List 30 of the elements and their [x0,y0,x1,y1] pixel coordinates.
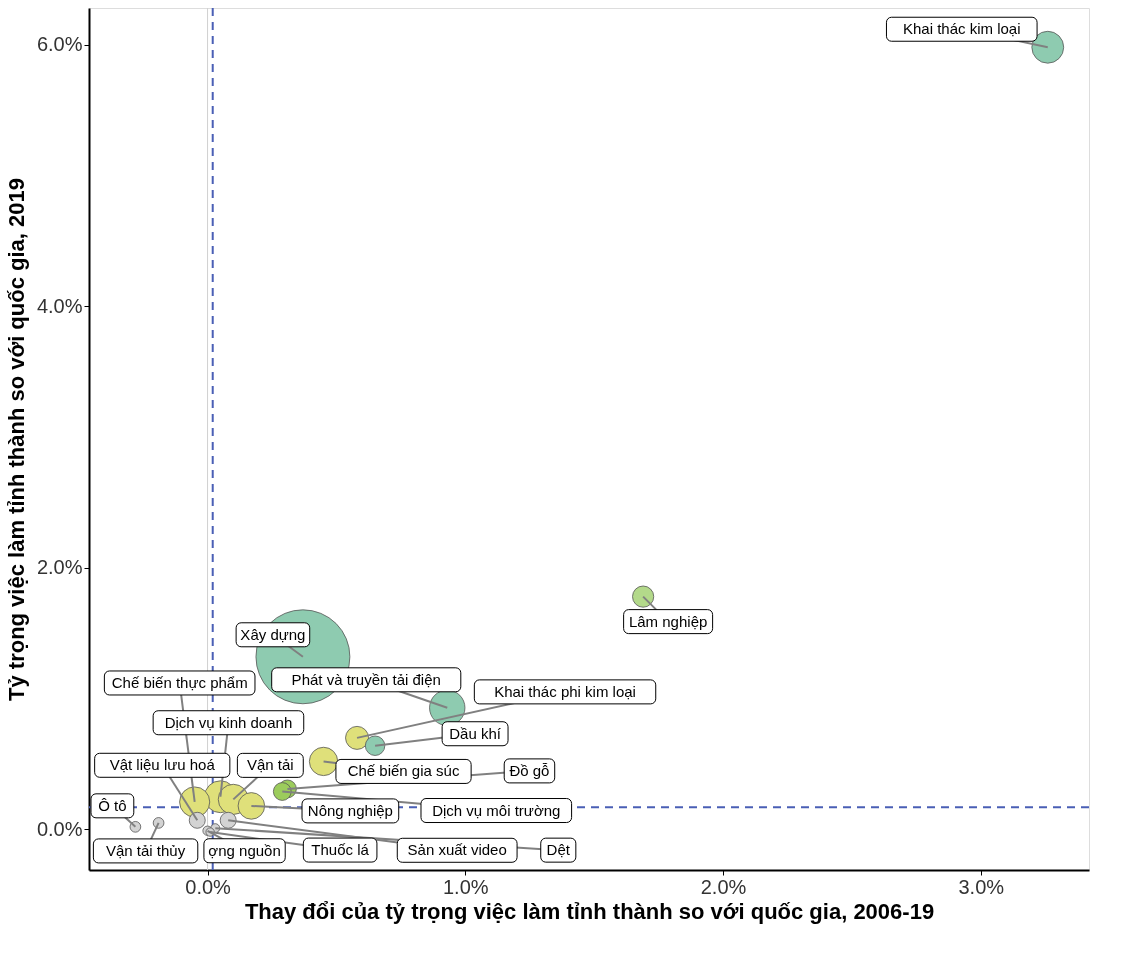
annotation: Dầu khí [449,724,502,742]
annotation: Khai thác kim loại [902,20,1021,38]
annotation: Vật liệu lưu hoá [109,756,216,774]
annotation: Thuốc lá [311,841,370,859]
annotation: Khai thác phi kim loại [494,682,636,700]
annotation: Vận tải [246,756,294,774]
x-tick-label: 0.0% [185,875,232,898]
annotation: Dệt [546,841,571,859]
annotation: Chế biến gia súc [347,762,460,780]
annotation: Vận tải thủy [105,841,186,859]
y-tick-label: 0.0% [36,817,83,840]
annotation: Xây dựng [240,625,306,643]
y-axis-title: Tỷ trọng việc làm tỉnh thành so với quốc gia, 2019 [3,178,29,701]
y-tick-label: 6.0% [36,33,83,56]
x-tick-label: 2.0% [700,875,747,898]
annotation: Chế biến thực phẩm [111,673,248,691]
y-tick-label: 2.0% [36,556,83,579]
annotation: ợng nguồn [208,841,281,859]
annotation: Dịch vụ môi trường [432,801,561,819]
x-tick-label: 1.0% [442,875,489,898]
y-tick-label: 4.0% [36,294,83,317]
x-axis-title: Thay đổi của tỷ trọng việc làm tỉnh thành so với quốc gia, 2006-19 [244,898,935,924]
annotation: Phát và truyền tải điện [291,670,441,688]
annotation: Dịch vụ kinh doanh [164,713,293,731]
x-tick-label: 3.0% [958,875,1005,898]
annotation: Lâm nghiệp [628,612,708,630]
annotation: Ô tô [98,796,127,814]
annotation: Đồ gỗ [509,761,550,779]
annotation: Nông nghiệp [307,801,393,819]
annotation: Sản xuất video [407,841,507,859]
